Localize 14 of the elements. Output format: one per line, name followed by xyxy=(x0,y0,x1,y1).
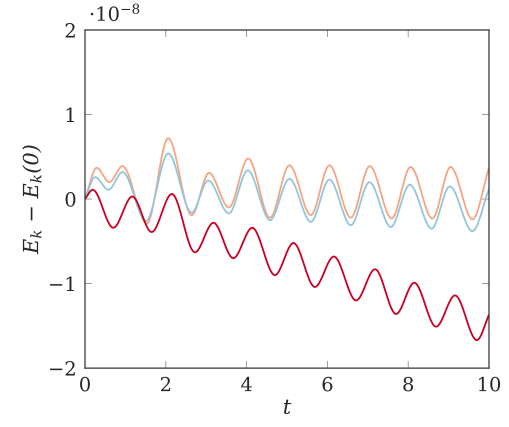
y-tick-label: −2 xyxy=(50,361,75,376)
y-axis-title: E$_{k}$ − E$_{k}$(0) xyxy=(22,146,42,254)
x-tick-label: 8 xyxy=(403,376,414,392)
y-tick-label: 2 xyxy=(66,23,75,38)
x-tick-label: 0 xyxy=(80,376,90,392)
x-tick-label: 4 xyxy=(241,376,252,392)
x-tick-label: 6 xyxy=(322,376,332,392)
x-axis-title: t xyxy=(284,400,292,414)
y-tick-label: 1 xyxy=(66,108,74,122)
text: ·10$^{−8}$ xyxy=(90,4,140,22)
x-tick-label: 2 xyxy=(160,376,170,392)
y-tick-label: 0 xyxy=(66,192,76,207)
x-tick-label: 10 xyxy=(479,376,500,392)
y-tick-label: −1 xyxy=(50,276,74,291)
